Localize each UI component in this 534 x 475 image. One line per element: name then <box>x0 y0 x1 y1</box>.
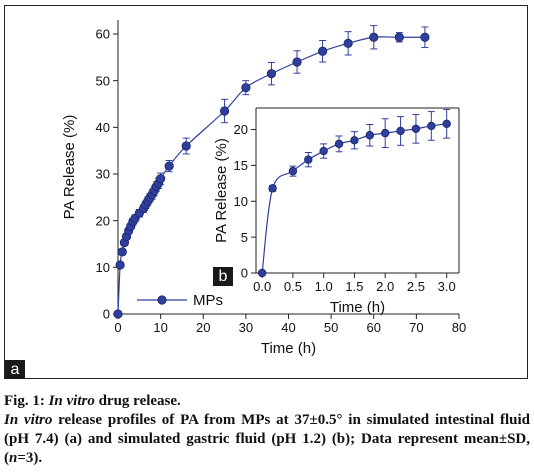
y-tick-label: 50 <box>96 73 110 88</box>
data-point <box>380 128 390 138</box>
y-tick-label: 15 <box>234 158 248 173</box>
y-tick-label: 10 <box>96 260 110 275</box>
x-tick-label: 30 <box>239 320 253 335</box>
data-point <box>164 161 174 171</box>
data-point <box>365 131 375 140</box>
data-point <box>288 166 298 176</box>
data-point <box>117 247 127 257</box>
data-point <box>319 146 328 156</box>
caption-n-italic: n <box>9 450 18 466</box>
x-tick-label: 80 <box>452 320 466 335</box>
data-point <box>442 119 451 128</box>
y-tick-label: 30 <box>96 167 110 182</box>
legend-label: MPs <box>193 292 223 309</box>
caption-body: In vitro release profiles of PA from MPs… <box>4 411 530 468</box>
x-tick-label: 10 <box>153 320 167 335</box>
y-tick-label: 20 <box>234 122 248 137</box>
data-point <box>156 174 166 184</box>
data-point <box>350 136 359 145</box>
data-point <box>304 155 313 164</box>
legend-marker <box>157 295 167 305</box>
x-tick-label: 60 <box>367 320 381 335</box>
x-tick-label: 3.0 <box>438 279 456 294</box>
x-tick-label: 2.5 <box>407 279 425 294</box>
y-tick-label: 0 <box>103 307 110 322</box>
data-point <box>343 38 353 48</box>
figure-frame <box>4 5 528 379</box>
y-tick-label: 10 <box>234 194 248 209</box>
caption-fig-number: Fig. 1: <box>4 393 49 409</box>
caption-title-italic: In vitro <box>48 393 95 409</box>
y-tick-label: 0 <box>241 266 248 281</box>
panel-label-b: b <box>213 267 233 286</box>
data-point <box>427 121 436 131</box>
data-point <box>257 268 267 278</box>
panel-label-a: a <box>5 360 25 379</box>
data-point <box>411 124 421 134</box>
x-axis-label: Time (h) <box>330 299 385 316</box>
x-tick-label: 1.0 <box>315 279 333 294</box>
data-point <box>181 141 191 151</box>
x-axis-label: Time (h) <box>261 340 316 357</box>
x-tick-label: 0 <box>114 320 121 335</box>
data-point <box>317 46 328 56</box>
data-point <box>113 309 123 319</box>
data-point <box>241 83 251 93</box>
data-point <box>396 126 405 136</box>
y-tick-label: 40 <box>96 120 110 135</box>
caption-title-rest: drug release. <box>94 393 181 409</box>
inset-chart-b: 0.0 0.5 1.0 1.5 2.0 2.5 3.0 0 5 10 15 20 Time (h) PA … <box>213 107 460 316</box>
caption-body-end: =3). <box>17 450 43 466</box>
x-tick-label: 2.0 <box>376 279 394 294</box>
x-tick-label: 0.0 <box>253 279 271 294</box>
data-point <box>268 184 277 193</box>
data-point <box>292 57 302 67</box>
y-tick-label: 20 <box>96 213 110 228</box>
data-point <box>369 32 379 42</box>
y-tick-label: 60 <box>96 27 110 42</box>
x-tick-label: 20 <box>196 320 210 335</box>
data-point <box>394 32 404 42</box>
x-tick-label: 1.5 <box>345 279 363 294</box>
data-point <box>334 139 344 149</box>
x-tick-label: 40 <box>281 320 295 335</box>
y-axis-label: PA Release (%) <box>213 138 230 243</box>
x-tick-label: 50 <box>324 320 338 335</box>
x-tick-label: 0.5 <box>284 279 302 294</box>
y-tick-label: 5 <box>241 230 248 245</box>
data-point <box>115 260 125 270</box>
data-point <box>266 69 277 79</box>
caption-body-italic: In vitro <box>4 412 53 428</box>
x-tick-label: 70 <box>409 320 423 335</box>
figure-caption: Fig. 1: In vitro drug release. In vitro … <box>4 392 530 468</box>
caption-title: Fig. 1: In vitro drug release. <box>4 392 530 411</box>
y-axis-label: PA Release (%) <box>61 115 78 220</box>
data-point <box>219 106 230 116</box>
data-point <box>420 32 430 42</box>
caption-body-text: release profiles of PA from MPs at 37±0.… <box>4 412 530 466</box>
